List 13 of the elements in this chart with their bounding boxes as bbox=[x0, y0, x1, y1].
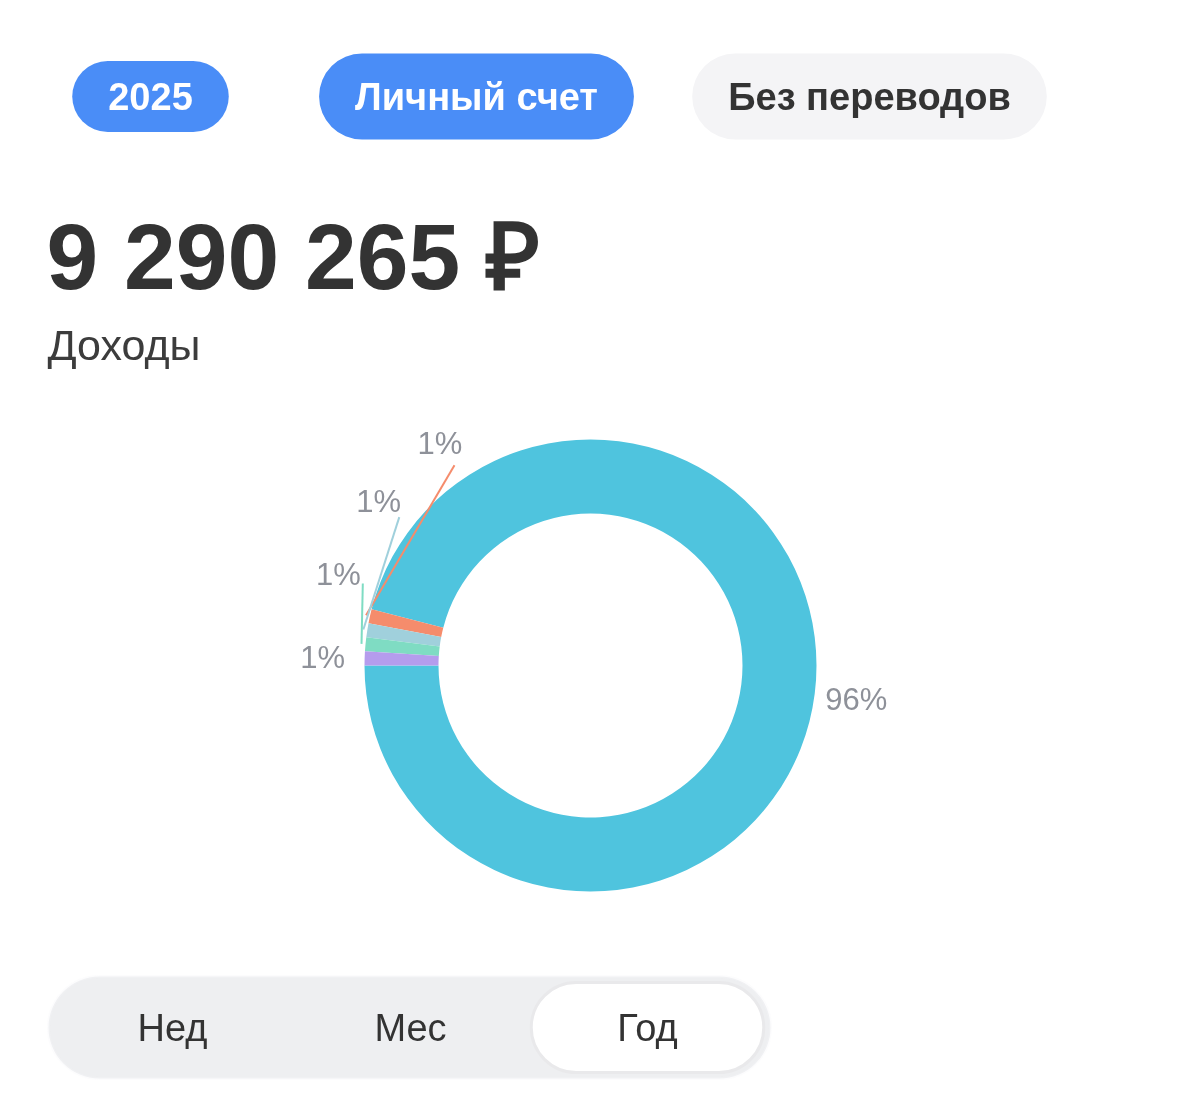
text: Без переводов bbox=[728, 75, 1011, 118]
chart-title: 9 290 265 ₽ bbox=[46, 204, 541, 309]
data-label: 1% bbox=[417, 426, 463, 462]
text: Мес bbox=[374, 1006, 447, 1049]
data-label: 1% bbox=[315, 557, 361, 593]
chart-subtitle: Доходы bbox=[47, 320, 201, 369]
text: Год bbox=[617, 1006, 678, 1049]
text: 2025 bbox=[108, 76, 193, 118]
data-label: 96% bbox=[825, 681, 888, 717]
data-label: 1% bbox=[300, 639, 346, 675]
text: Нед bbox=[137, 1006, 208, 1049]
text: Личный счет bbox=[355, 75, 598, 118]
data-label: 1% bbox=[356, 483, 402, 519]
